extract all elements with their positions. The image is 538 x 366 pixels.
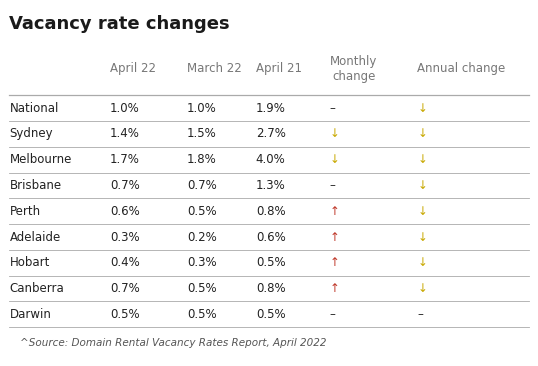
- Text: 1.0%: 1.0%: [110, 102, 140, 115]
- Text: Darwin: Darwin: [10, 308, 51, 321]
- Text: 4.0%: 4.0%: [256, 153, 286, 166]
- Text: Monthly
change: Monthly change: [330, 55, 377, 83]
- Text: 1.9%: 1.9%: [256, 102, 286, 115]
- Text: ↑: ↑: [330, 205, 340, 218]
- Text: 0.8%: 0.8%: [256, 205, 285, 218]
- Text: Melbourne: Melbourne: [10, 153, 72, 166]
- Text: ↑: ↑: [330, 282, 340, 295]
- Text: 0.7%: 0.7%: [187, 179, 217, 192]
- Text: March 22: March 22: [187, 62, 242, 75]
- Text: 0.5%: 0.5%: [256, 256, 285, 269]
- Text: ↓: ↓: [417, 205, 427, 218]
- Text: 0.5%: 0.5%: [256, 308, 285, 321]
- Text: 0.7%: 0.7%: [110, 179, 140, 192]
- Text: ↓: ↓: [417, 153, 427, 166]
- Text: 0.5%: 0.5%: [110, 308, 140, 321]
- Text: 1.7%: 1.7%: [110, 153, 140, 166]
- Text: 0.8%: 0.8%: [256, 282, 285, 295]
- Text: ^Source: Domain Rental Vacancy Rates Report, April 2022: ^Source: Domain Rental Vacancy Rates Rep…: [20, 338, 327, 348]
- Text: ↓: ↓: [417, 179, 427, 192]
- Text: ↓: ↓: [417, 127, 427, 141]
- Text: 1.8%: 1.8%: [187, 153, 217, 166]
- Text: ↓: ↓: [330, 127, 340, 141]
- Text: 0.6%: 0.6%: [110, 205, 140, 218]
- Text: Brisbane: Brisbane: [10, 179, 61, 192]
- Text: April 21: April 21: [256, 62, 302, 75]
- Text: –: –: [330, 179, 336, 192]
- Text: ↓: ↓: [417, 102, 427, 115]
- Text: National: National: [10, 102, 59, 115]
- Text: 0.4%: 0.4%: [110, 256, 140, 269]
- Text: 0.5%: 0.5%: [187, 308, 216, 321]
- Text: 1.3%: 1.3%: [256, 179, 286, 192]
- Text: April 22: April 22: [110, 62, 156, 75]
- Text: 1.5%: 1.5%: [187, 127, 217, 141]
- Text: Perth: Perth: [10, 205, 40, 218]
- Text: 0.3%: 0.3%: [110, 231, 140, 243]
- Text: 0.2%: 0.2%: [187, 231, 217, 243]
- Text: ↓: ↓: [330, 153, 340, 166]
- Text: Vacancy rate changes: Vacancy rate changes: [10, 15, 230, 33]
- Text: ↑: ↑: [330, 256, 340, 269]
- Text: Annual change: Annual change: [417, 62, 506, 75]
- Text: 0.3%: 0.3%: [187, 256, 216, 269]
- Text: Canberra: Canberra: [10, 282, 64, 295]
- Text: ↓: ↓: [417, 231, 427, 243]
- Text: Adelaide: Adelaide: [10, 231, 61, 243]
- Text: 0.7%: 0.7%: [110, 282, 140, 295]
- Text: 0.6%: 0.6%: [256, 231, 286, 243]
- Text: ↓: ↓: [417, 282, 427, 295]
- Text: 1.0%: 1.0%: [187, 102, 217, 115]
- Text: Sydney: Sydney: [10, 127, 53, 141]
- Text: ↑: ↑: [330, 231, 340, 243]
- Text: –: –: [417, 308, 423, 321]
- Text: Hobart: Hobart: [10, 256, 50, 269]
- Text: 2.7%: 2.7%: [256, 127, 286, 141]
- Text: –: –: [330, 308, 336, 321]
- Text: 0.5%: 0.5%: [187, 205, 216, 218]
- Text: ↓: ↓: [417, 256, 427, 269]
- Text: 1.4%: 1.4%: [110, 127, 140, 141]
- Text: 0.5%: 0.5%: [187, 282, 216, 295]
- Text: –: –: [330, 102, 336, 115]
